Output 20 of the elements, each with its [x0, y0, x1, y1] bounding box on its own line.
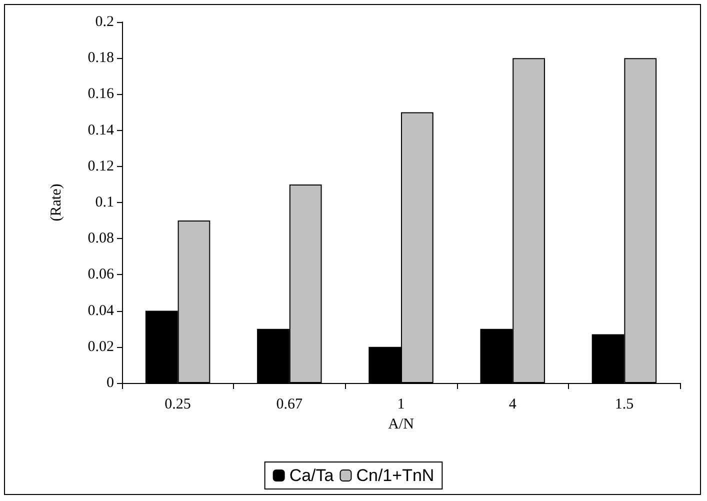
x-tick-label: 1.5	[614, 396, 634, 412]
y-tick-label: 0.12	[88, 158, 114, 174]
y-tick-label: 0.08	[88, 230, 114, 247]
y-tick-label: 0.1	[95, 194, 114, 210]
y-tick-label: 0.06	[88, 266, 114, 283]
y-tick-label: 0.18	[88, 50, 114, 66]
x-axis-title: A/N	[388, 416, 414, 432]
y-tick-label: 0.14	[88, 122, 114, 138]
x-tick-label: 4	[508, 396, 517, 412]
legend-label: Cn/1+TnN	[356, 466, 434, 485]
y-tick-label: 0.04	[88, 302, 114, 319]
y-tick-label: 0.16	[88, 86, 114, 102]
x-tick-label: 0.67	[276, 396, 304, 412]
y-tick-label: 0.02	[88, 338, 114, 355]
y-tick-label: 0	[106, 375, 114, 391]
y-tick-label: 0.2	[95, 14, 114, 30]
y-axis-title: (Rate)	[48, 184, 64, 222]
x-tick-label: 0.25	[164, 396, 191, 412]
legend-label: Ca/Ta	[289, 466, 334, 485]
x-tick-label: 1	[397, 396, 405, 412]
